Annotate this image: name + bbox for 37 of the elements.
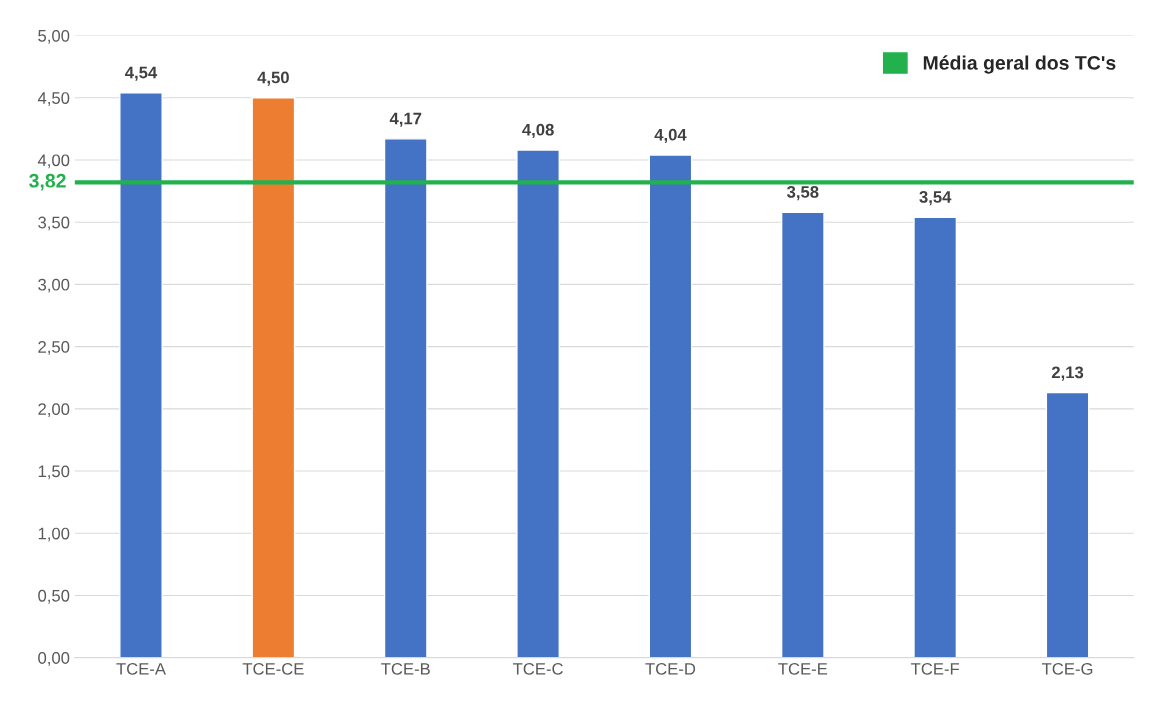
x-tick-label: TCE-F [911, 662, 960, 675]
data-label: 2,13 [1051, 366, 1084, 381]
data-label: 3,58 [786, 186, 819, 201]
y-tick-label: 3,50 [38, 216, 70, 231]
data-label: 4,04 [654, 128, 687, 144]
data-label: 4,17 [389, 112, 422, 127]
x-tick-label: TCE-A [116, 662, 166, 675]
x-tick-label: TCE-C [513, 662, 563, 675]
bar [119, 92, 163, 658]
y-tick-label: 4,50 [37, 92, 70, 106]
text: 3,82 [29, 173, 66, 191]
bar [648, 154, 693, 658]
data-label: 3,54 [919, 191, 952, 206]
legend-label: Média geral dos TC's [923, 55, 1116, 74]
bar [516, 149, 560, 658]
data-label: 4,54 [125, 66, 158, 81]
bar [251, 97, 296, 658]
y-tick-label: 4,00 [37, 154, 70, 169]
x-tick-label: TCE-CE [242, 662, 304, 675]
x-tick-label: TCE-D [645, 662, 696, 675]
bar [780, 211, 825, 658]
y-tick-label: 3,00 [38, 278, 70, 293]
y-tick-label: 1,00 [38, 527, 70, 542]
bar [383, 138, 428, 658]
x-tick-label: TCE-E [778, 662, 828, 675]
y-tick-label: 0,50 [38, 589, 70, 604]
y-tick-label: 1,50 [38, 465, 70, 480]
y-tick-label: 2,50 [38, 341, 70, 355]
y-tick-label: 2,00 [38, 403, 70, 417]
bar [1045, 391, 1090, 658]
y-tick-label: 5,00 [38, 29, 70, 44]
data-label: 4,50 [257, 71, 289, 86]
x-tick-label: TCE-G [1042, 662, 1093, 675]
y-tick-label: 0,00 [38, 652, 70, 666]
data-label: 4,08 [522, 123, 554, 139]
bar [913, 216, 958, 658]
x-tick-label: TCE-B [381, 662, 430, 675]
